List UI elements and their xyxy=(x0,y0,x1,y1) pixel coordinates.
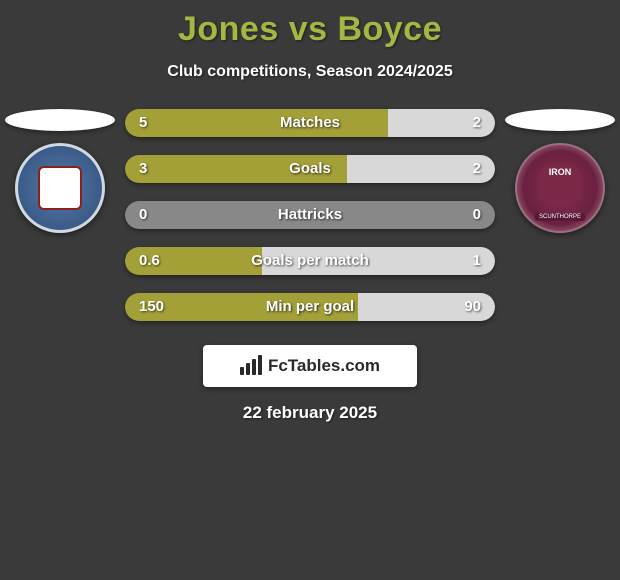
player-left-column xyxy=(5,109,115,233)
stat-label: Goals per match xyxy=(125,247,495,275)
stat-bar: 15090Min per goal xyxy=(125,293,495,321)
subtitle: Club competitions, Season 2024/2025 xyxy=(0,63,620,81)
stat-label: Matches xyxy=(125,109,495,137)
date-label: 22 february 2025 xyxy=(0,403,620,423)
club-badge-left xyxy=(15,143,105,233)
branding-box[interactable]: FcTables.com xyxy=(203,345,417,387)
stat-label: Goals xyxy=(125,155,495,183)
club-badge-right: SCUNTHORPE xyxy=(515,143,605,233)
player-right-column: SCUNTHORPE xyxy=(505,109,615,233)
stat-bars-container: 52Matches 32Goals 00Hattricks 0.61Goals per… xyxy=(125,109,495,321)
comparison-content: SCUNTHORPE 52Matches 32Goals 00Hattricks 0.… xyxy=(0,109,620,423)
bar-chart-icon xyxy=(240,357,262,375)
ellipse-pedestal-right xyxy=(505,109,615,131)
club-badge-left-ring xyxy=(18,146,102,230)
club-badge-right-banner: SCUNTHORPE xyxy=(535,213,585,221)
stat-bar: 0.61Goals per match xyxy=(125,247,495,275)
ellipse-pedestal-left xyxy=(5,109,115,131)
stat-bar: 52Matches xyxy=(125,109,495,137)
stat-label: Min per goal xyxy=(125,293,495,321)
branding-text: FcTables.com xyxy=(268,356,380,376)
stat-bar: 32Goals xyxy=(125,155,495,183)
stat-bar: 00Hattricks xyxy=(125,201,495,229)
stat-label: Hattricks xyxy=(125,201,495,229)
page-title: Jones vs Boyce xyxy=(0,0,620,49)
